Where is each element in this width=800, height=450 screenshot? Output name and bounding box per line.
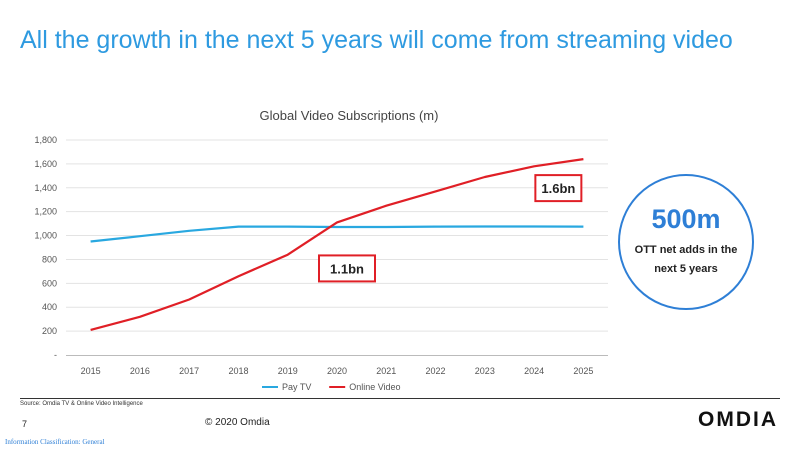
y-tick-label: 1,800 (34, 135, 57, 145)
callout-box (534, 174, 583, 203)
x-tick-label: 2024 (524, 366, 544, 376)
x-tick-label: 2025 (573, 366, 593, 376)
series-line-pay-tv (90, 225, 584, 243)
kpi-circle: 500m OTT net adds in the next 5 years (618, 174, 754, 310)
series-line-online-video (90, 158, 584, 331)
y-tick-label: 1,600 (34, 159, 57, 169)
callout-label: 1.6bn (541, 181, 575, 196)
x-tick-label: 2016 (130, 366, 150, 376)
y-axis-ticks: - 200 400 600 800 1,000 1,200 1,400 1,600 1,800 (34, 135, 57, 360)
y-tick-label: 600 (42, 278, 57, 288)
callout-box (318, 254, 376, 283)
classification-label: Information Classification: General (5, 438, 105, 446)
source-note: Source: Omdia TV & Online Video Intellig… (20, 401, 143, 407)
footer-divider (20, 398, 780, 399)
x-tick-label: 2018 (228, 366, 248, 376)
chart-legend: Pay TV Online Video (262, 382, 401, 392)
series-lines (90, 158, 584, 331)
y-tick-label: 400 (42, 302, 57, 312)
y-tick-label: 1,200 (34, 207, 57, 217)
x-tick-label: 2017 (179, 366, 199, 376)
y-tick-label: 800 (42, 254, 57, 264)
chart-title: Global Video Subscriptions (m) (260, 108, 439, 123)
callouts: 1.1bn 1.6bn (318, 174, 583, 283)
y-tick-label: 1,000 (34, 231, 57, 241)
y-tick-label: - (54, 350, 57, 360)
x-tick-label: 2023 (475, 366, 495, 376)
x-tick-label: 2022 (426, 366, 446, 376)
legend-label: Online Video (349, 382, 400, 392)
x-tick-label: 2020 (327, 366, 347, 376)
x-tick-label: 2019 (278, 366, 298, 376)
omdia-logo: OMDIA (698, 408, 778, 431)
kpi-caption: OTT net adds in the next 5 years (634, 244, 738, 275)
page-number: 7 (22, 419, 28, 429)
x-tick-label: 2021 (376, 366, 396, 376)
y-tick-label: 200 (42, 326, 57, 336)
legend-label: Pay TV (282, 382, 311, 392)
copyright-text: © 2020 Omdia (205, 417, 270, 428)
x-tick-label: 2015 (81, 366, 101, 376)
slide-title: All the growth in the next 5 years will … (20, 26, 733, 54)
kpi-value: 500m (651, 204, 721, 235)
x-axis-ticks: 2015 2016 2017 2018 2019 2020 2021 2022 2023 2024… (81, 366, 594, 376)
y-tick-label: 1,400 (34, 183, 57, 193)
line-chart: Global Video Subscriptions (m) - 200 400 60… (34, 108, 608, 392)
callout-label: 1.1bn (330, 261, 364, 276)
